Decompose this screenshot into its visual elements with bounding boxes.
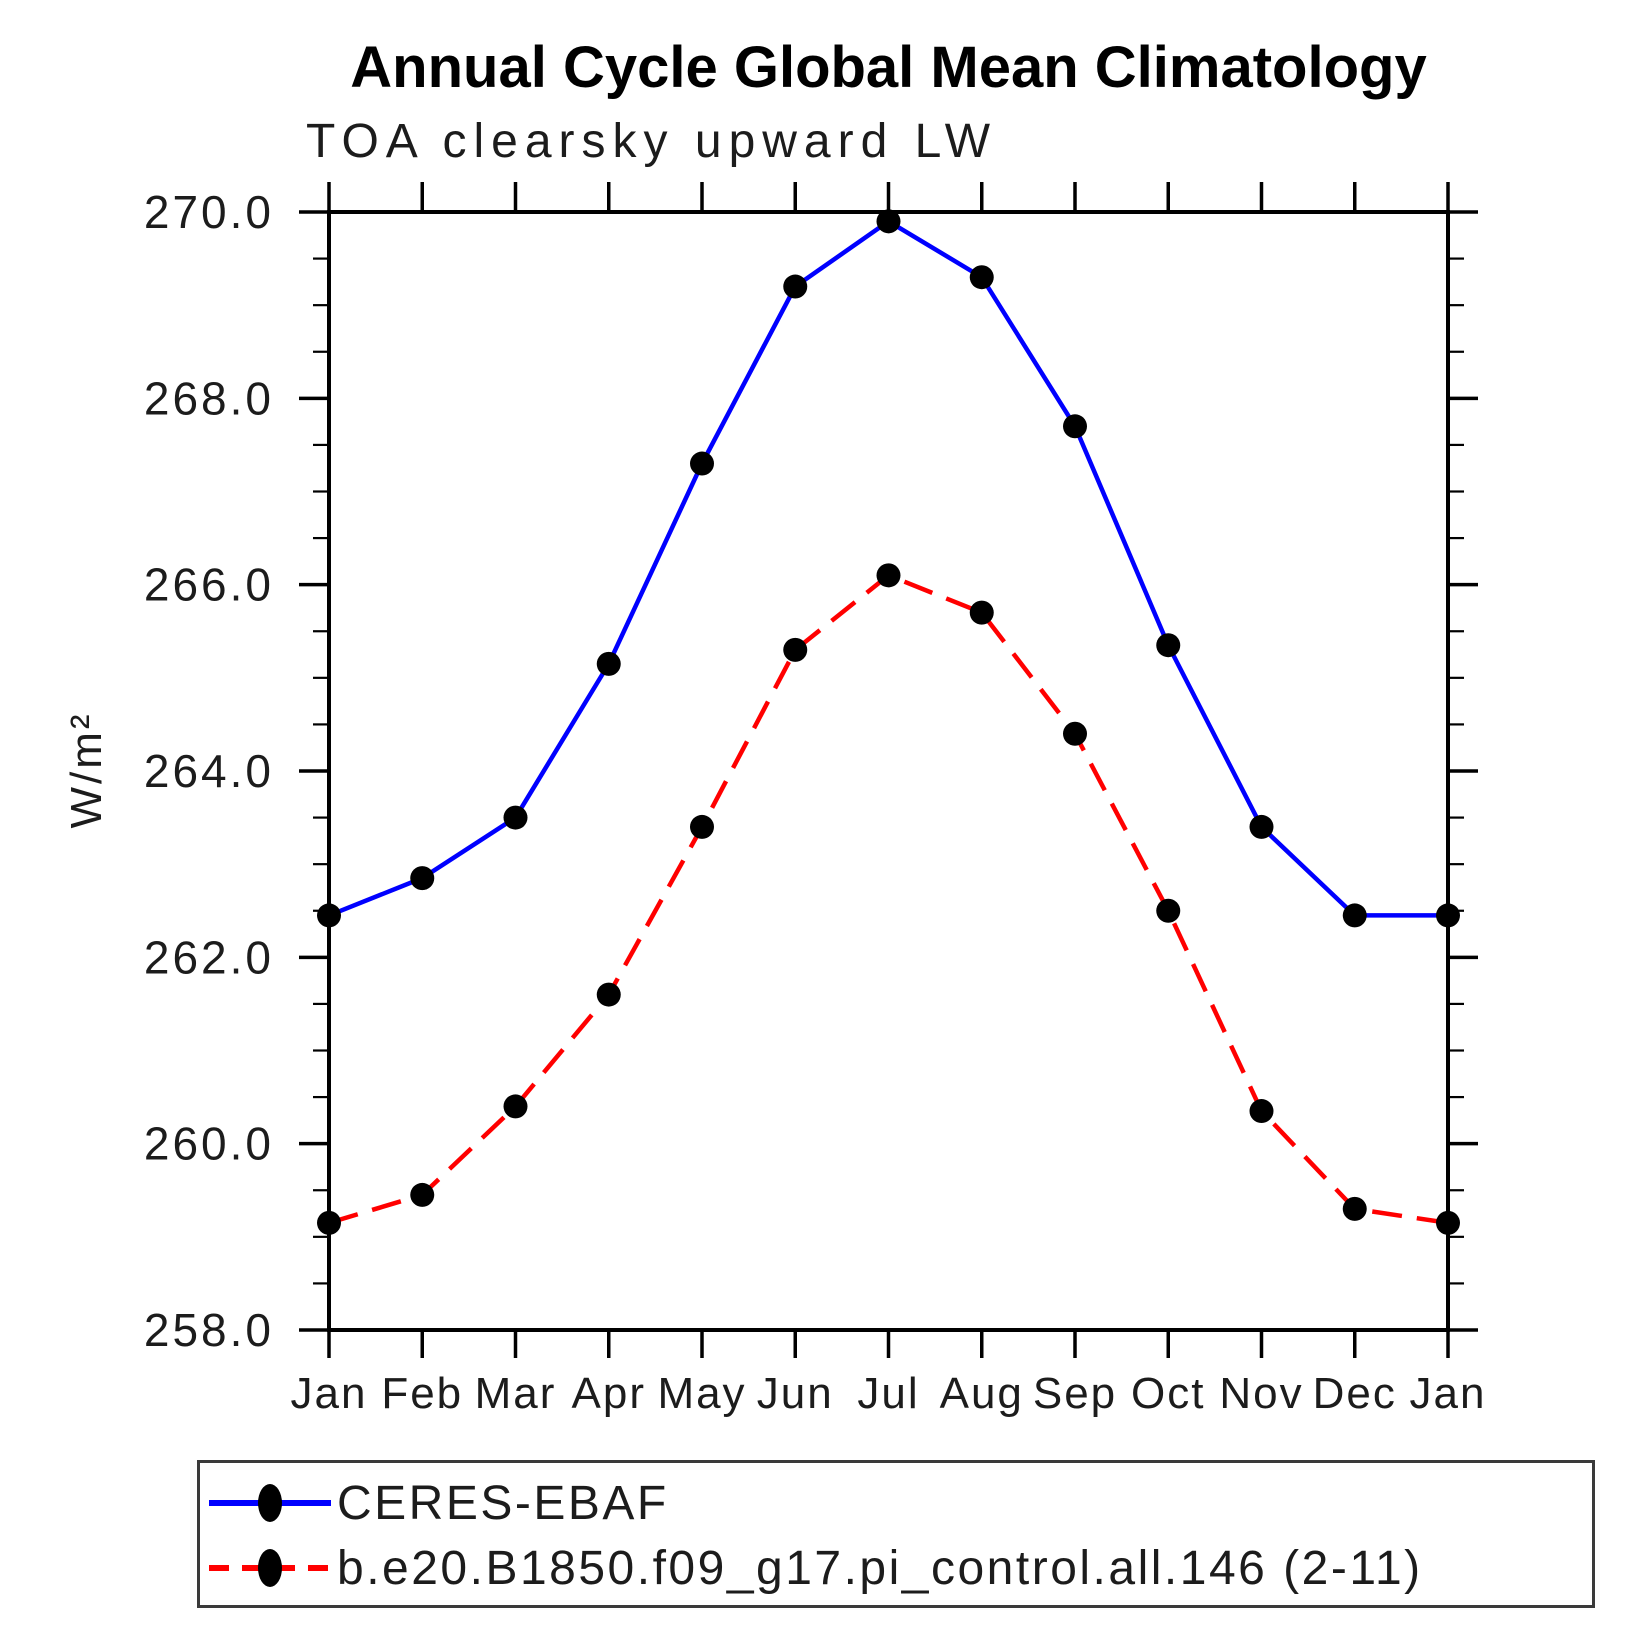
y-tick-label: 266.0 (144, 559, 274, 611)
legend-label-ceres-ebaf: CERES-EBAF (337, 1476, 669, 1530)
data-point-marker-1 (690, 814, 714, 839)
x-tick-label: Nov (1219, 1369, 1303, 1418)
chart-subtitle: TOA clearsky upward LW (306, 115, 998, 168)
data-point-marker-1 (317, 1210, 341, 1235)
data-point-marker-1 (596, 982, 621, 1007)
data-point-marker-0 (1436, 903, 1460, 928)
data-point-marker-1 (783, 637, 808, 662)
chart-title: Annual Cycle Global Mean Climatology (350, 35, 1427, 100)
data-point-marker-1 (969, 600, 994, 625)
data-point-marker-0 (876, 209, 901, 234)
x-tick-label: Oct (1131, 1369, 1205, 1418)
x-tick-label: Jun (757, 1369, 834, 1418)
legend-marker-dot (258, 1484, 282, 1522)
data-point-marker-1 (410, 1182, 435, 1207)
plot-frame (327, 210, 1450, 1332)
data-point-marker-1 (1436, 1210, 1460, 1235)
data-point-marker-0 (1249, 814, 1274, 839)
legend-label-model-run: b.e20.B1850.f09_g17.pi_control.all.146 (… (337, 1541, 1423, 1595)
data-point-marker-1 (876, 563, 901, 588)
legend: CERES-EBAF b.e20.B1850.f09_g17.pi_contro… (197, 1460, 1595, 1608)
y-tick-label: 260.0 (144, 1118, 274, 1170)
y-tick-label: 270.0 (144, 186, 274, 238)
x-tick-label: Aug (940, 1369, 1024, 1418)
series-line-1 (328, 572, 1449, 1226)
x-tick-label: Jul (857, 1369, 919, 1418)
y-tick-label: 268.0 (144, 372, 274, 424)
data-point-marker-0 (1063, 414, 1087, 439)
x-tick-label: Jan (291, 1369, 368, 1418)
legend-item-model-run: b.e20.B1850.f09_g17.pi_control.all.146 (… (205, 1540, 1423, 1596)
data-point-marker-0 (410, 866, 435, 891)
data-point-marker-0 (1342, 903, 1367, 928)
data-point-marker-0 (783, 274, 808, 299)
legend-line-sample-dashed (209, 1549, 331, 1587)
x-tick-label: Dec (1313, 1369, 1397, 1418)
legend-line-sample-solid (209, 1484, 331, 1522)
legend-marker-dot (258, 1549, 282, 1587)
data-point-marker-1 (1249, 1099, 1274, 1124)
data-point-marker-0 (596, 651, 621, 676)
x-tick-label: Jan (1410, 1369, 1487, 1418)
legend-item-ceres-ebaf: CERES-EBAF (205, 1475, 669, 1531)
x-tick-label: Sep (1033, 1369, 1117, 1418)
y-tick-label: 258.0 (144, 1304, 274, 1356)
data-point-marker-0 (317, 903, 341, 928)
data-point-marker-0 (690, 451, 714, 476)
x-tick-label: Apr (572, 1369, 646, 1418)
x-tick-label: Mar (475, 1369, 557, 1418)
x-tick-label: Feb (381, 1369, 463, 1418)
data-point-marker-1 (503, 1094, 528, 1119)
data-point-marker-1 (1156, 898, 1181, 923)
data-point-marker-1 (1063, 721, 1087, 746)
data-point-marker-1 (1342, 1196, 1367, 1221)
data-point-marker-0 (503, 805, 528, 830)
y-tick-label: 262.0 (144, 931, 274, 983)
data-point-marker-0 (1156, 633, 1181, 658)
x-tick-label: May (657, 1369, 746, 1418)
y-tick-label: 264.0 (144, 745, 274, 797)
data-point-marker-0 (969, 265, 994, 290)
